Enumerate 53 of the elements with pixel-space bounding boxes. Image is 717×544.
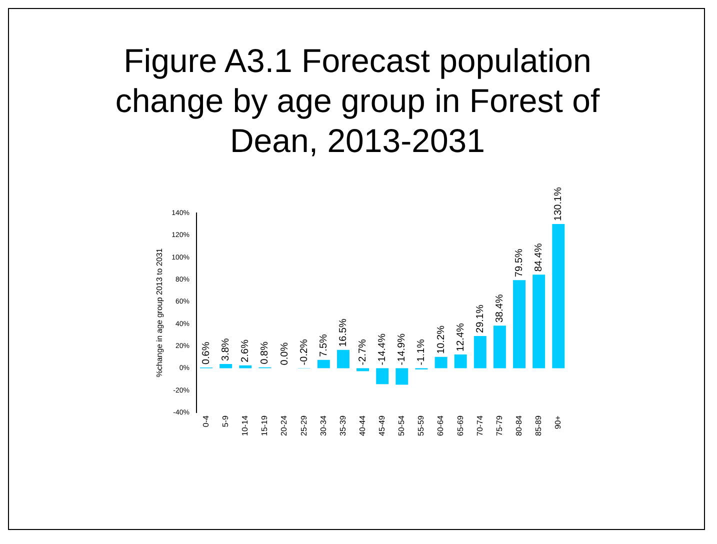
data-label: -1.1% bbox=[416, 338, 428, 366]
x-tick-label: 85-89 bbox=[534, 414, 544, 436]
data-label: 79.5% bbox=[514, 248, 526, 278]
x-tick-label: 90+ bbox=[554, 415, 563, 430]
x-tick-label: 50-54 bbox=[397, 414, 406, 436]
x-tick-label: 45-49 bbox=[378, 414, 387, 436]
data-label: 16.5% bbox=[338, 318, 349, 347]
data-label: 130.1% bbox=[553, 186, 564, 221]
bar bbox=[552, 224, 565, 368]
data-label: 10.2% bbox=[436, 325, 447, 354]
x-tick-label: 60-64 bbox=[436, 414, 446, 436]
bar bbox=[474, 336, 486, 368]
bar bbox=[513, 280, 526, 368]
x-tick-label: 80-84 bbox=[514, 414, 524, 436]
data-label: 84.4% bbox=[534, 243, 545, 272]
data-label: 2.6% bbox=[240, 339, 252, 362]
y-axis-title: %change in age group 2013 to 2031 bbox=[155, 248, 164, 378]
bar bbox=[396, 368, 408, 385]
x-tick-label: 55-59 bbox=[416, 414, 426, 436]
bar bbox=[220, 364, 232, 368]
data-label: 12.4% bbox=[455, 322, 466, 352]
x-tick-label: 0-4 bbox=[201, 414, 210, 428]
x-tick-label: 75-79 bbox=[494, 414, 504, 436]
x-tick-label: 25-29 bbox=[299, 414, 308, 436]
x-tick-label: 40-44 bbox=[358, 414, 367, 436]
data-label: 38.4% bbox=[494, 294, 506, 323]
x-tick-label: 70-74 bbox=[475, 414, 484, 436]
bar bbox=[493, 326, 506, 368]
bar bbox=[376, 368, 389, 384]
data-label: 7.5% bbox=[318, 334, 330, 357]
bar bbox=[454, 354, 467, 368]
x-tick-label: 65-69 bbox=[456, 414, 465, 436]
data-label: -0.2% bbox=[298, 338, 310, 366]
data-label: 29.1% bbox=[474, 304, 486, 333]
chart-title: Figure A3.1 Forecast population change by age group in Forest of Dean, 2013-2031 bbox=[114, 41, 601, 161]
data-label: 0.0% bbox=[279, 342, 290, 366]
x-tick-label: 10-14 bbox=[240, 414, 250, 436]
data-label: -14.4% bbox=[377, 333, 388, 366]
bar bbox=[336, 350, 350, 368]
x-tick-label: 20-24 bbox=[280, 414, 289, 436]
data-label: 0.6% bbox=[201, 342, 212, 365]
data-label: -14.9% bbox=[396, 333, 408, 366]
data-label: 3.8% bbox=[220, 338, 232, 361]
x-tick-label: 35-39 bbox=[338, 414, 348, 436]
bar bbox=[356, 368, 370, 372]
bar bbox=[434, 356, 448, 368]
data-label: -2.7% bbox=[358, 338, 369, 366]
x-tick-label: 15-19 bbox=[260, 414, 270, 436]
bar bbox=[317, 360, 330, 368]
data-label: 0.8% bbox=[260, 341, 271, 364]
x-tick-label: 30-34 bbox=[318, 414, 328, 436]
x-tick-label: 5-9 bbox=[221, 414, 230, 428]
bar bbox=[532, 274, 546, 368]
